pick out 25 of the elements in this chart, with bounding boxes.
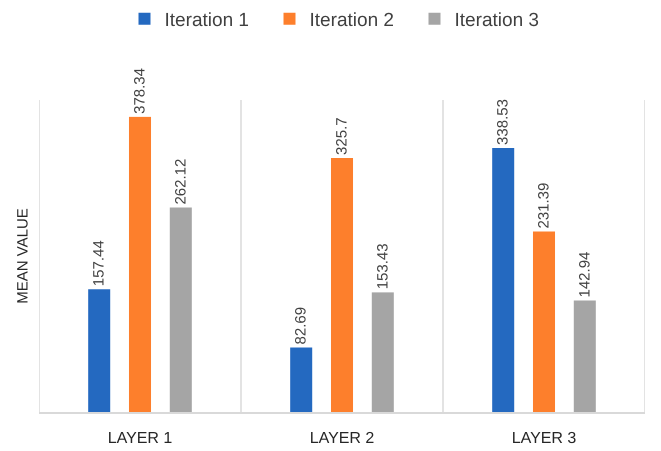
legend-label: Iteration 1 <box>164 10 249 32</box>
bar <box>290 348 312 412</box>
bar <box>372 292 394 412</box>
data-label: 262.12 <box>172 158 190 205</box>
y-axis-title: MEAN VALUE <box>14 208 32 304</box>
data-label: 153.43 <box>374 243 392 290</box>
bar <box>170 208 192 412</box>
x-tick-label: LAYER 2 <box>310 430 374 447</box>
data-label: 157.44 <box>90 240 108 286</box>
bar <box>330 158 354 412</box>
legend-label: Iteration 2 <box>310 10 394 32</box>
data-label: 142.94 <box>576 252 594 298</box>
data-label: 231.39 <box>536 182 552 229</box>
bar <box>492 148 514 412</box>
bar <box>88 289 110 412</box>
data-label: 82.69 <box>292 306 310 344</box>
data-label: 378.34 <box>132 68 148 114</box>
bar <box>128 116 152 412</box>
bar <box>532 232 556 412</box>
x-tick-label: LAYER 1 <box>108 430 172 447</box>
bar <box>574 300 596 412</box>
data-label: 325.7 <box>334 117 350 155</box>
data-label: 338.53 <box>494 99 512 145</box>
x-tick-label: LAYER 3 <box>512 430 576 447</box>
legend-label: Iteration 3 <box>454 10 539 32</box>
